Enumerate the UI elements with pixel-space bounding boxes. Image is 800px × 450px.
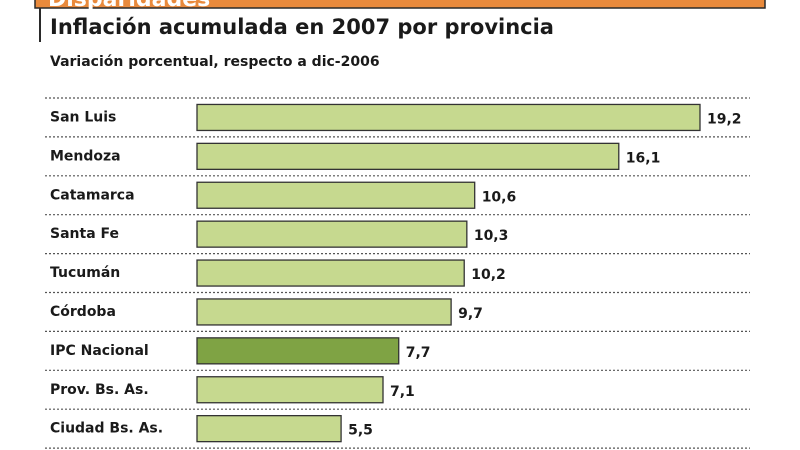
value-label: 16,1: [626, 150, 661, 166]
header: Disparidades: [48, 0, 210, 12]
value-label: 5,5: [348, 423, 373, 439]
value-label: 10,3: [474, 228, 509, 244]
category-label: Ciudad Bs. As.: [50, 421, 163, 437]
bar: [196, 298, 452, 326]
header-banner: [34, 0, 766, 9]
bar: [196, 220, 468, 248]
category-label: San Luis: [50, 109, 116, 125]
category-label: Tucumán: [50, 265, 120, 281]
value-label: 10,2: [471, 267, 506, 283]
chart-subtitle: Variación porcentual, respecto a dic-200…: [50, 54, 380, 70]
category-label: Córdoba: [50, 304, 116, 320]
category-label: IPC Nacional: [50, 343, 149, 359]
bar: [196, 181, 476, 209]
bar: [196, 142, 620, 171]
bar: [196, 414, 342, 443]
bar: [196, 376, 384, 404]
chart-title: Inflación acumulada en 2007 por provinci…: [50, 15, 554, 39]
value-label: 7,1: [390, 384, 415, 400]
value-label: 10,6: [482, 189, 517, 205]
category-label: Prov. Bs. As.: [50, 382, 149, 398]
bar: [196, 103, 701, 132]
value-label: 19,2: [707, 111, 742, 127]
category-label: Mendoza: [50, 148, 121, 164]
bar: [196, 259, 465, 287]
category-label: Santa Fe: [50, 226, 119, 242]
category-label: Catamarca: [50, 187, 135, 203]
value-label: 7,7: [406, 345, 431, 361]
bar: [196, 337, 400, 365]
value-label: 9,7: [458, 306, 483, 322]
